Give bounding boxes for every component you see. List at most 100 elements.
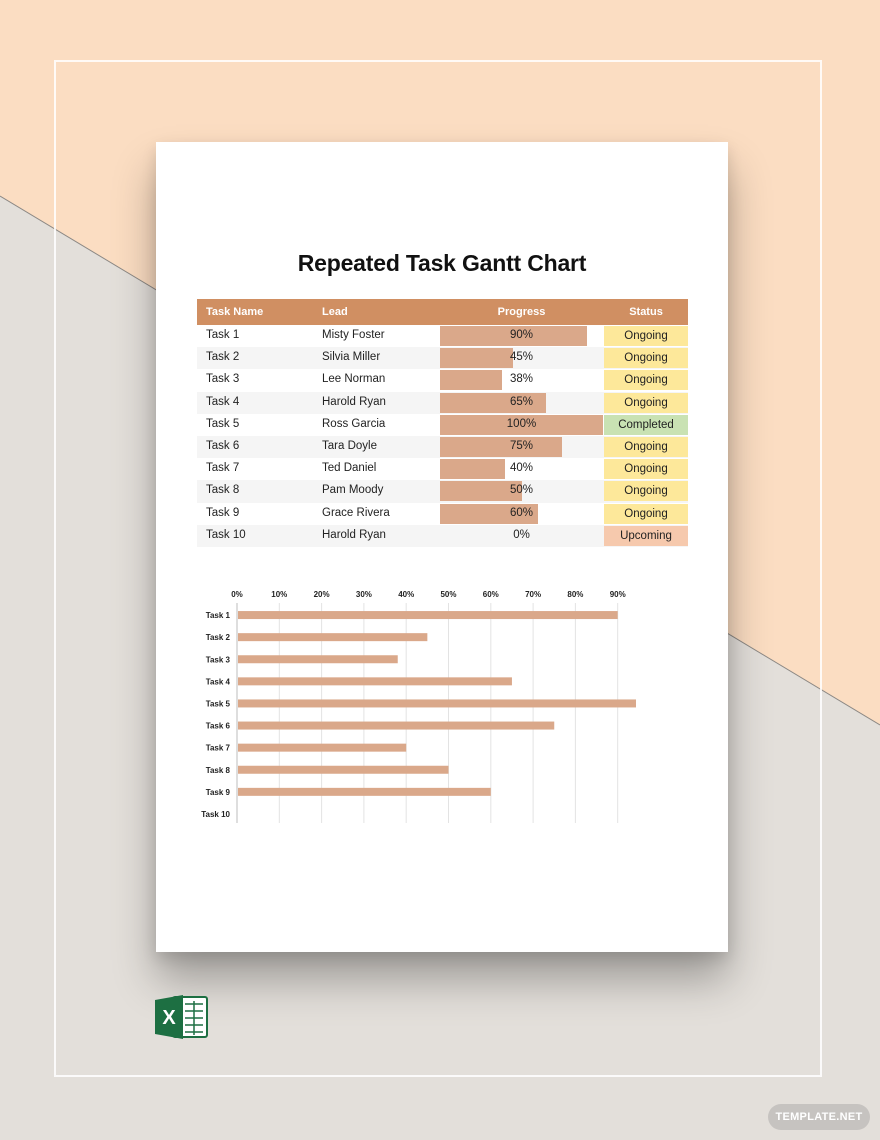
task-name-cell: Task 2	[206, 351, 240, 364]
progress-bar	[440, 481, 522, 502]
status-badge: Completed	[604, 414, 688, 435]
lead-cell: Silvia Miller	[322, 351, 381, 364]
table-row: Task 1 Misty Foster 90% Ongoing	[197, 325, 688, 347]
bar	[238, 611, 618, 620]
bar	[238, 699, 636, 708]
y-tick-label: Task 2	[206, 633, 231, 642]
table-row: Task 10 Harold Ryan 0% Upcoming	[197, 524, 688, 547]
task-name-cell: Task 9	[206, 506, 240, 519]
table-row: Task 2 Silvia Miller 45% Ongoing	[197, 347, 688, 370]
bar	[238, 633, 428, 642]
progress-value: 45%	[509, 351, 534, 364]
progress-value: 0%	[513, 528, 530, 541]
task-name-cell: Task 4	[206, 395, 240, 408]
table-row: Task 7 Ted Daniel 40% Ongoing	[197, 458, 688, 480]
table-row: Task 8 Pam Moody 50% Ongoing	[197, 480, 688, 503]
y-tick-label: Task 9	[206, 788, 231, 797]
lead-cell: Harold Ryan	[322, 395, 386, 408]
task-name-cell: Task 6	[206, 439, 240, 452]
table-row: Task 6 Tara Doyle 75% Ongoing	[197, 435, 688, 459]
x-tick-label: 80%	[567, 590, 583, 599]
y-tick-label: Task 3	[206, 655, 231, 664]
progress-value: 50%	[509, 484, 534, 497]
progress-bar	[440, 459, 506, 480]
lead-cell: Harold Ryan	[322, 528, 386, 541]
x-tick-label: 10%	[271, 590, 287, 599]
progress-bar	[440, 348, 514, 369]
excel-icon: X	[155, 995, 208, 1039]
x-tick-label: 20%	[314, 590, 330, 599]
progress-bar	[440, 370, 502, 391]
progress-cell: 60%	[440, 503, 603, 524]
table-row: Task 5 Ross Garcia 100% Completed	[197, 414, 688, 436]
x-tick-label: 40%	[398, 590, 414, 599]
table-row: Task 3 Lee Norman 38% Ongoing	[197, 369, 688, 391]
task-name-cell: Task 7	[206, 462, 240, 475]
table-row: Task 9 Grace Rivera 60% Ongoing	[197, 503, 688, 525]
x-tick-label: 90%	[610, 590, 626, 599]
progress-value: 60%	[509, 506, 534, 519]
progress-bar	[440, 503, 538, 524]
progress-value: 40%	[509, 462, 534, 475]
progress-bar	[440, 414, 603, 435]
lead-cell: Misty Foster	[322, 329, 385, 341]
progress-value: 65%	[509, 395, 534, 408]
progress-cell: 0%	[440, 526, 603, 546]
progress-value: 90%	[509, 329, 534, 341]
task-name-cell: Task 5	[206, 417, 240, 430]
gantt-chart: 0%10%20%30%40%50%60%70%80%90%100%Task 1T…	[201, 590, 636, 823]
bar	[238, 787, 491, 796]
x-tick-label: 0%	[231, 590, 243, 599]
header-task-name: Task Name	[206, 306, 264, 318]
y-tick-label: Task 7	[206, 744, 231, 753]
header-lead: Lead	[322, 306, 348, 318]
progress-cell: 65%	[440, 392, 603, 413]
x-tick-label: 30%	[356, 590, 372, 599]
status-badge: Ongoing	[604, 481, 688, 502]
progress-bar	[440, 326, 587, 346]
status-badge: Upcoming	[604, 525, 688, 546]
document-page: Repeated Task Gantt Chart Task Name Lead…	[156, 142, 728, 952]
y-tick-label: Task 1	[206, 611, 231, 620]
task-name-cell: Task 3	[206, 373, 240, 386]
progress-bar	[440, 392, 546, 413]
task-table: Task Name Lead Progress Status Task 1 Mis…	[197, 299, 688, 547]
progress-cell: 40%	[440, 459, 603, 480]
y-tick-label: Task 10	[201, 810, 230, 819]
bar	[238, 765, 449, 774]
lead-cell: Lee Norman	[322, 373, 386, 386]
bar	[238, 655, 398, 664]
status-badge: Ongoing	[604, 326, 688, 346]
status-badge: Ongoing	[604, 436, 688, 457]
table-row: Task 4 Harold Ryan 65% Ongoing	[197, 391, 688, 414]
progress-value: 100%	[506, 417, 537, 430]
progress-cell: 75%	[440, 436, 603, 457]
lead-cell: Ross Garcia	[322, 417, 386, 430]
y-tick-label: Task 6	[206, 722, 231, 731]
watermark-badge: TEMPLATE.NET	[768, 1104, 870, 1130]
status-badge: Ongoing	[604, 348, 688, 369]
table-body: Task 1 Misty Foster 90% Ongoing Task 2 Silvia…	[197, 325, 688, 547]
excel-icon-letter: X	[162, 1007, 176, 1029]
progress-bar	[440, 436, 563, 457]
task-name-cell: Task 1	[206, 329, 240, 341]
x-tick-label: 70%	[525, 590, 541, 599]
task-name-cell: Task 10	[206, 528, 246, 541]
progress-value: 75%	[509, 439, 534, 452]
progress-value: 38%	[509, 373, 534, 386]
bar	[238, 677, 512, 686]
lead-cell: Ted Daniel	[322, 462, 377, 475]
y-tick-label: Task 8	[206, 766, 231, 775]
status-badge: Ongoing	[604, 503, 688, 524]
progress-cell: 100%	[440, 414, 603, 435]
header-progress: Progress	[497, 306, 546, 318]
lead-cell: Tara Doyle	[322, 439, 377, 452]
status-badge: Ongoing	[604, 392, 688, 413]
y-tick-label: Task 4	[206, 677, 231, 686]
decorative-frame	[54, 60, 822, 1077]
progress-cell: 90%	[440, 326, 603, 346]
x-tick-label: 60%	[483, 590, 499, 599]
bar	[238, 721, 555, 730]
progress-cell: 50%	[440, 481, 603, 502]
progress-cell: 38%	[440, 370, 603, 391]
